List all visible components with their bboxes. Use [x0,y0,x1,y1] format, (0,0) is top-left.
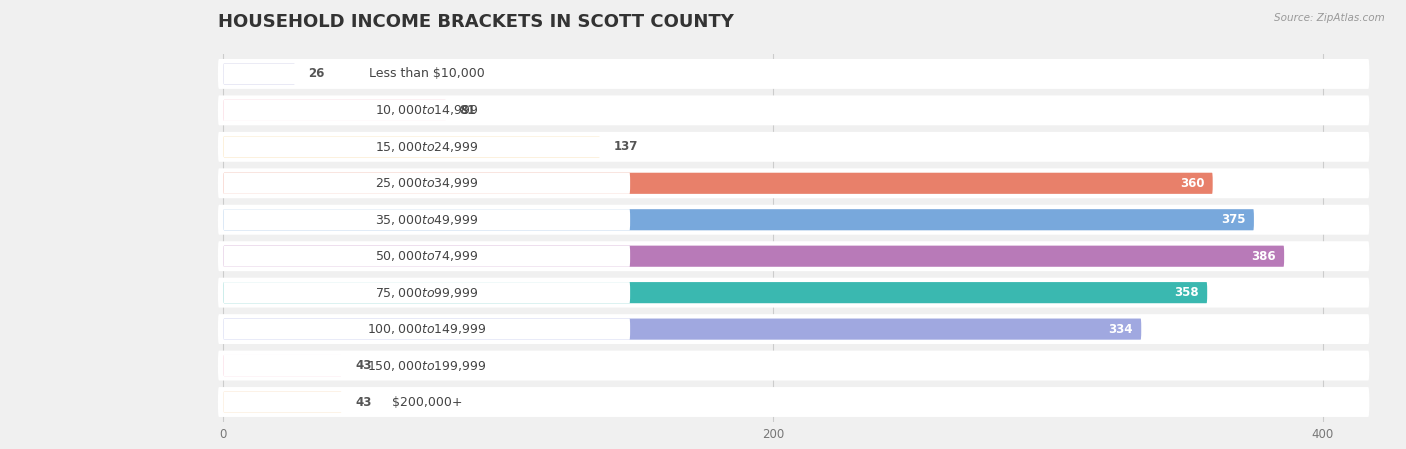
FancyBboxPatch shape [224,209,630,230]
FancyBboxPatch shape [224,100,446,121]
FancyBboxPatch shape [224,136,630,158]
FancyBboxPatch shape [224,246,1284,267]
FancyBboxPatch shape [224,355,630,376]
Text: Source: ZipAtlas.com: Source: ZipAtlas.com [1274,13,1385,23]
FancyBboxPatch shape [218,205,1369,235]
Text: 137: 137 [613,141,638,154]
FancyBboxPatch shape [224,392,630,413]
FancyBboxPatch shape [218,351,1369,380]
FancyBboxPatch shape [218,168,1369,198]
Text: $75,000 to $99,999: $75,000 to $99,999 [375,286,478,299]
FancyBboxPatch shape [218,387,1369,417]
FancyBboxPatch shape [224,63,630,84]
Text: 81: 81 [460,104,477,117]
Text: $15,000 to $24,999: $15,000 to $24,999 [375,140,478,154]
FancyBboxPatch shape [224,63,295,84]
FancyBboxPatch shape [224,209,1254,230]
Text: 360: 360 [1180,177,1205,190]
FancyBboxPatch shape [224,173,1213,194]
FancyBboxPatch shape [218,241,1369,271]
Text: 43: 43 [356,359,371,372]
FancyBboxPatch shape [224,173,630,194]
FancyBboxPatch shape [224,246,630,267]
Text: $100,000 to $149,999: $100,000 to $149,999 [367,322,486,336]
Text: Less than $10,000: Less than $10,000 [368,67,485,80]
FancyBboxPatch shape [224,318,630,340]
FancyBboxPatch shape [218,314,1369,344]
FancyBboxPatch shape [224,282,630,303]
FancyBboxPatch shape [218,132,1369,162]
Text: $10,000 to $14,999: $10,000 to $14,999 [375,103,478,117]
FancyBboxPatch shape [218,277,1369,308]
Text: $200,000+: $200,000+ [391,396,463,409]
Text: 375: 375 [1222,213,1246,226]
Text: $50,000 to $74,999: $50,000 to $74,999 [375,249,478,263]
FancyBboxPatch shape [224,392,342,413]
FancyBboxPatch shape [224,136,600,158]
FancyBboxPatch shape [224,355,342,376]
Text: 358: 358 [1174,286,1199,299]
FancyBboxPatch shape [224,100,630,121]
FancyBboxPatch shape [218,59,1369,89]
Text: HOUSEHOLD INCOME BRACKETS IN SCOTT COUNTY: HOUSEHOLD INCOME BRACKETS IN SCOTT COUNT… [218,13,734,31]
FancyBboxPatch shape [224,282,1208,303]
Text: $35,000 to $49,999: $35,000 to $49,999 [375,213,478,227]
Text: $25,000 to $34,999: $25,000 to $34,999 [375,176,478,190]
Text: 334: 334 [1108,322,1133,335]
Text: 43: 43 [356,396,371,409]
Text: 26: 26 [308,67,325,80]
Text: 386: 386 [1251,250,1275,263]
FancyBboxPatch shape [224,318,1142,340]
Text: $150,000 to $199,999: $150,000 to $199,999 [367,359,486,373]
FancyBboxPatch shape [218,96,1369,125]
